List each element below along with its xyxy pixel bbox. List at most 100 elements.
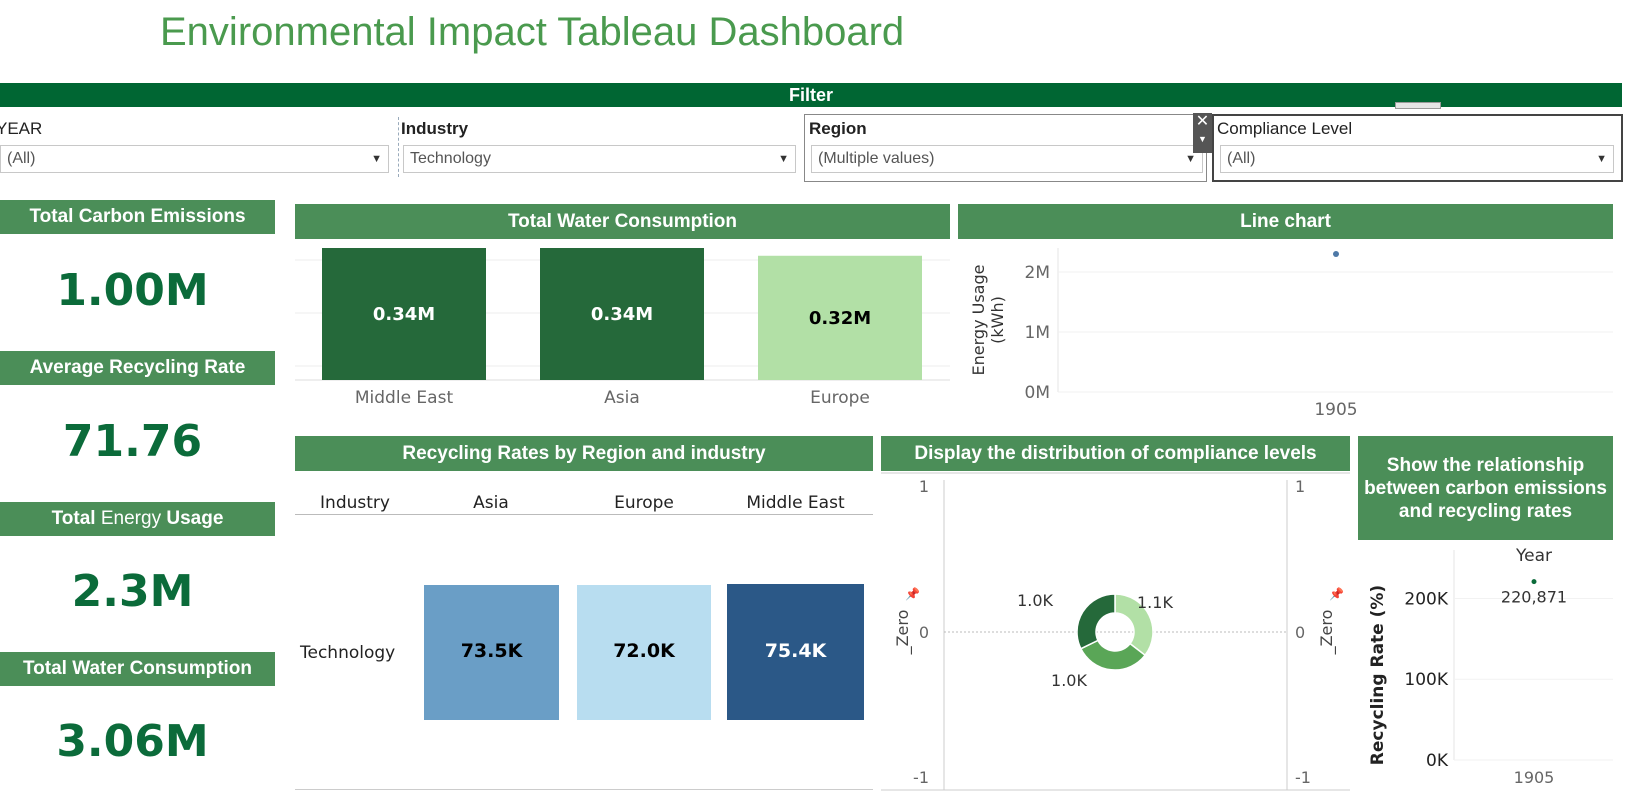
water-chart-header: Total Water Consumption — [295, 204, 950, 239]
filter-drag-handle[interactable] — [1395, 102, 1441, 109]
compliance-filter-label: Compliance Level — [1217, 119, 1353, 138]
kpi-carbon-header: Total Carbon Emissions — [0, 200, 275, 234]
kpi-water-label: Total Water Consumption — [22, 658, 253, 679]
chevron-down-icon: ▼ — [1596, 153, 1607, 165]
line-y-tick: 2M — [1025, 263, 1050, 283]
chevron-down-icon: ▼ — [778, 153, 789, 165]
scatter-point — [1531, 579, 1537, 585]
dropdown-menu-icon[interactable]: ▼ — [1198, 134, 1207, 144]
donut-slice — [1114, 593, 1154, 657]
recycling-title: Recycling Rates by Region and industry — [402, 442, 766, 464]
chevron-down-icon: ▼ — [371, 153, 382, 165]
page-title: Environmental Impact Tableau Dashboard — [160, 10, 905, 54]
line-y-tick: 1M — [1025, 323, 1050, 343]
compliance-title: Display the distribution of compliance l… — [914, 442, 1317, 464]
kpi-water-header: Total Water Consumption — [0, 652, 275, 686]
recycling-heatmap: 73.5K 72.0K 75.4K — [424, 584, 864, 720]
region-filter-value: (Multiple values) — [818, 150, 935, 167]
recycling-header-divider — [295, 514, 873, 515]
water-bar-label: 0.32M — [809, 308, 871, 329]
kpi-energy-label-b: Energy — [95, 508, 167, 529]
compliance-donut-chart: 1 0 -1 1 0 -1 _Zero _Zero 📌 📌 1.1K 1.0K 1.… — [881, 472, 1350, 791]
year-filter-dropdown[interactable]: (All) ▼ — [0, 145, 389, 173]
kpi-water-value: 3.06M — [56, 716, 209, 767]
kpi-energy-header: Total Energy Usage — [0, 502, 275, 536]
recycling-bottom-divider — [295, 789, 873, 790]
chevron-down-icon: ▼ — [1185, 153, 1196, 165]
compliance-y-mid: 0 — [919, 623, 929, 642]
compliance-header: Display the distribution of compliance l… — [881, 436, 1350, 471]
recycling-col-header: Asia — [473, 493, 509, 513]
scatter-y-tick: 0K — [1426, 751, 1449, 771]
region-filter-dropdown[interactable]: (Multiple values) ▼ — [811, 145, 1203, 173]
water-bar-label: 0.34M — [591, 304, 653, 325]
water-chart-title: Total Water Consumption — [507, 210, 738, 232]
recycling-col-header-industry: Industry — [320, 493, 390, 513]
compliance-filter-dropdown[interactable]: (All) ▼ — [1220, 145, 1614, 173]
recycling-header: Recycling Rates by Region and industry — [295, 436, 873, 471]
filter-bar-label: Filter — [788, 85, 833, 105]
line-x-tick: 1905 — [1314, 400, 1357, 420]
line-y-tick: 0M — [1025, 383, 1050, 403]
year-filter-value: (All) — [7, 150, 36, 167]
line-ylabel: Energy Usage — [969, 265, 988, 376]
recycling-col-header: Europe — [614, 493, 674, 513]
region-filter-toolbar: ✕ ▼ — [1193, 113, 1212, 153]
compliance-y2-mid: 0 — [1295, 623, 1305, 642]
recycling-col-header: Middle East — [746, 493, 845, 513]
donut-slice-label: 1.0K — [1017, 591, 1053, 610]
scatter-y-tick: 100K — [1404, 670, 1448, 690]
kpi-energy-value: 2.3M — [71, 566, 194, 617]
heatmap-cell — [577, 585, 711, 720]
water-bar-chart: 0.34M Middle East 0.34M Asia 0.32M Europe — [295, 248, 950, 408]
pin-icon: 📌 — [1329, 586, 1344, 601]
donut-slice-label: 1.0K — [1051, 671, 1087, 690]
scatter-ylabel: Recycling Rate (%) — [1368, 585, 1388, 765]
water-x-tick: Asia — [604, 388, 640, 408]
compliance-filter-value: (All) — [1227, 150, 1256, 167]
water-bar-label: 0.34M — [373, 304, 435, 325]
water-bar — [322, 248, 486, 380]
heatmap-cell-label: 72.0K — [613, 640, 676, 662]
line-chart-header: Line chart — [958, 204, 1613, 239]
filter-bar: Filter — [0, 83, 1622, 107]
water-bar — [540, 248, 704, 380]
kpi-energy-label-a: Total — [51, 508, 96, 529]
compliance-y2-top: 1 — [1295, 477, 1305, 496]
kpi-energy-label-c: Usage — [166, 508, 224, 529]
scatter-chart: Year Recycling Rate (%) 200K 100K 0K 1905 22… — [1368, 546, 1613, 787]
region-filter-label: Region — [809, 119, 867, 138]
heatmap-cell-label: 73.5K — [461, 640, 524, 662]
water-x-tick: Middle East — [355, 388, 454, 408]
line-ylabel: (kWh) — [988, 296, 1007, 344]
kpi-recycling-label: Average Recycling Rate — [29, 357, 246, 378]
compliance-y-top: 1 — [919, 477, 929, 496]
scatter-title: Show the relationship between carbon emi… — [1364, 454, 1607, 522]
scatter-header: Show the relationship between carbon emi… — [1358, 436, 1613, 540]
compliance-filter-container — [1212, 114, 1623, 182]
kpi-carbon-value: 1.00M — [56, 265, 209, 316]
donut-slice — [1076, 593, 1116, 650]
compliance-y-bot: -1 — [913, 768, 929, 787]
donut-slice-label: 1.1K — [1137, 593, 1173, 612]
line-point — [1333, 251, 1339, 257]
industry-filter-dropdown[interactable]: Technology ▼ — [403, 145, 796, 173]
kpi-carbon-label: Total Carbon Emissions — [29, 206, 246, 227]
filter-divider — [398, 117, 399, 177]
line-chart-title: Line chart — [1240, 210, 1331, 232]
year-filter-label: YEAR — [0, 119, 43, 138]
scatter-x-tick: 1905 — [1514, 768, 1555, 787]
water-bar — [758, 255, 922, 380]
water-x-tick: Europe — [810, 388, 870, 408]
compliance-axis-label-right: _Zero — [1317, 610, 1337, 656]
pin-icon: 📌 — [905, 586, 920, 601]
compliance-axis-label-left: _Zero — [893, 610, 913, 656]
recycling-row-label: Technology — [300, 643, 396, 663]
close-icon[interactable]: ✕ — [1195, 113, 1210, 130]
line-chart: 2M 1M 0M Energy Usage (kWh) 1905 — [969, 248, 1613, 420]
kpi-recycling-header: Average Recycling Rate — [0, 351, 275, 385]
heatmap-cell — [727, 584, 864, 720]
compliance-y2-bot: -1 — [1295, 768, 1311, 787]
scatter-legend-title: Year — [1515, 546, 1552, 566]
scatter-point-label: 220,871 — [1501, 588, 1567, 607]
